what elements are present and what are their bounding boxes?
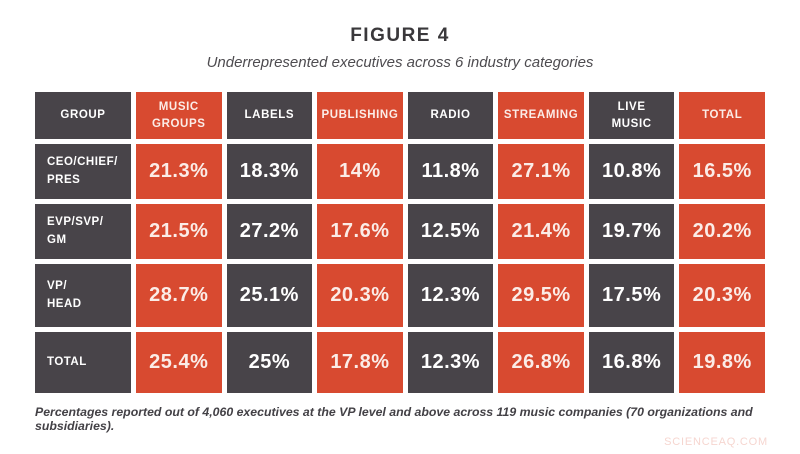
value-cell: 25.4%	[136, 332, 222, 393]
figure-title: FIGURE 4	[350, 25, 450, 46]
row-label: EVP/SVP/ GM	[35, 204, 131, 259]
value-cell: 20.3%	[679, 264, 765, 327]
value-cell: 17.6%	[317, 204, 403, 259]
column-header: RADIO	[407, 92, 494, 139]
column-header: TOTAL	[679, 92, 765, 139]
value-cell: 21.5%	[136, 204, 222, 259]
value-cell: 21.3%	[136, 144, 222, 199]
column-header: LIVE MUSIC	[588, 92, 675, 139]
value-cell: 28.7%	[136, 264, 222, 327]
row-label: VP/ HEAD	[35, 264, 131, 327]
value-cell: 18.3%	[226, 144, 313, 199]
value-cell: 20.3%	[317, 264, 403, 327]
value-cell: 25.1%	[226, 264, 313, 327]
value-cell: 12.5%	[407, 204, 494, 259]
row-label: TOTAL	[35, 332, 131, 393]
figure-footnote: Percentages reported out of 4,060 execut…	[35, 405, 753, 433]
value-cell: 19.7%	[588, 204, 675, 259]
column-header: LABELS	[226, 92, 313, 139]
value-cell: 12.3%	[407, 332, 494, 393]
column-header: PUBLISHING	[317, 92, 403, 139]
column-header: GROUP	[35, 92, 131, 139]
value-cell: 21.4%	[498, 204, 584, 259]
value-cell: 29.5%	[498, 264, 584, 327]
value-cell: 10.8%	[588, 144, 675, 199]
value-cell: 17.8%	[317, 332, 403, 393]
value-cell: 27.1%	[498, 144, 584, 199]
column-header: STREAMING	[498, 92, 584, 139]
value-cell: 17.5%	[588, 264, 675, 327]
value-cell: 27.2%	[226, 204, 313, 259]
row-label: CEO/CHIEF/ PRES	[35, 144, 131, 199]
value-cell: 16.8%	[588, 332, 675, 393]
figure-subtitle: Underrepresented executives across 6 ind…	[206, 54, 594, 71]
value-cell: 20.2%	[679, 204, 765, 259]
value-cell: 12.3%	[407, 264, 494, 327]
value-cell: 16.5%	[679, 144, 765, 199]
value-cell: 26.8%	[498, 332, 584, 393]
value-cell: 11.8%	[407, 144, 494, 199]
value-cell: 14%	[317, 144, 403, 199]
value-cell: 25%	[226, 332, 313, 393]
figure-table: GROUP MUSIC GROUPS LABELS PUBLISHING RADIO ST…	[35, 92, 765, 393]
watermark: SCIENCEAQ.COM	[664, 436, 768, 448]
value-cell: 19.8%	[679, 332, 765, 393]
column-header: MUSIC GROUPS	[136, 92, 222, 139]
